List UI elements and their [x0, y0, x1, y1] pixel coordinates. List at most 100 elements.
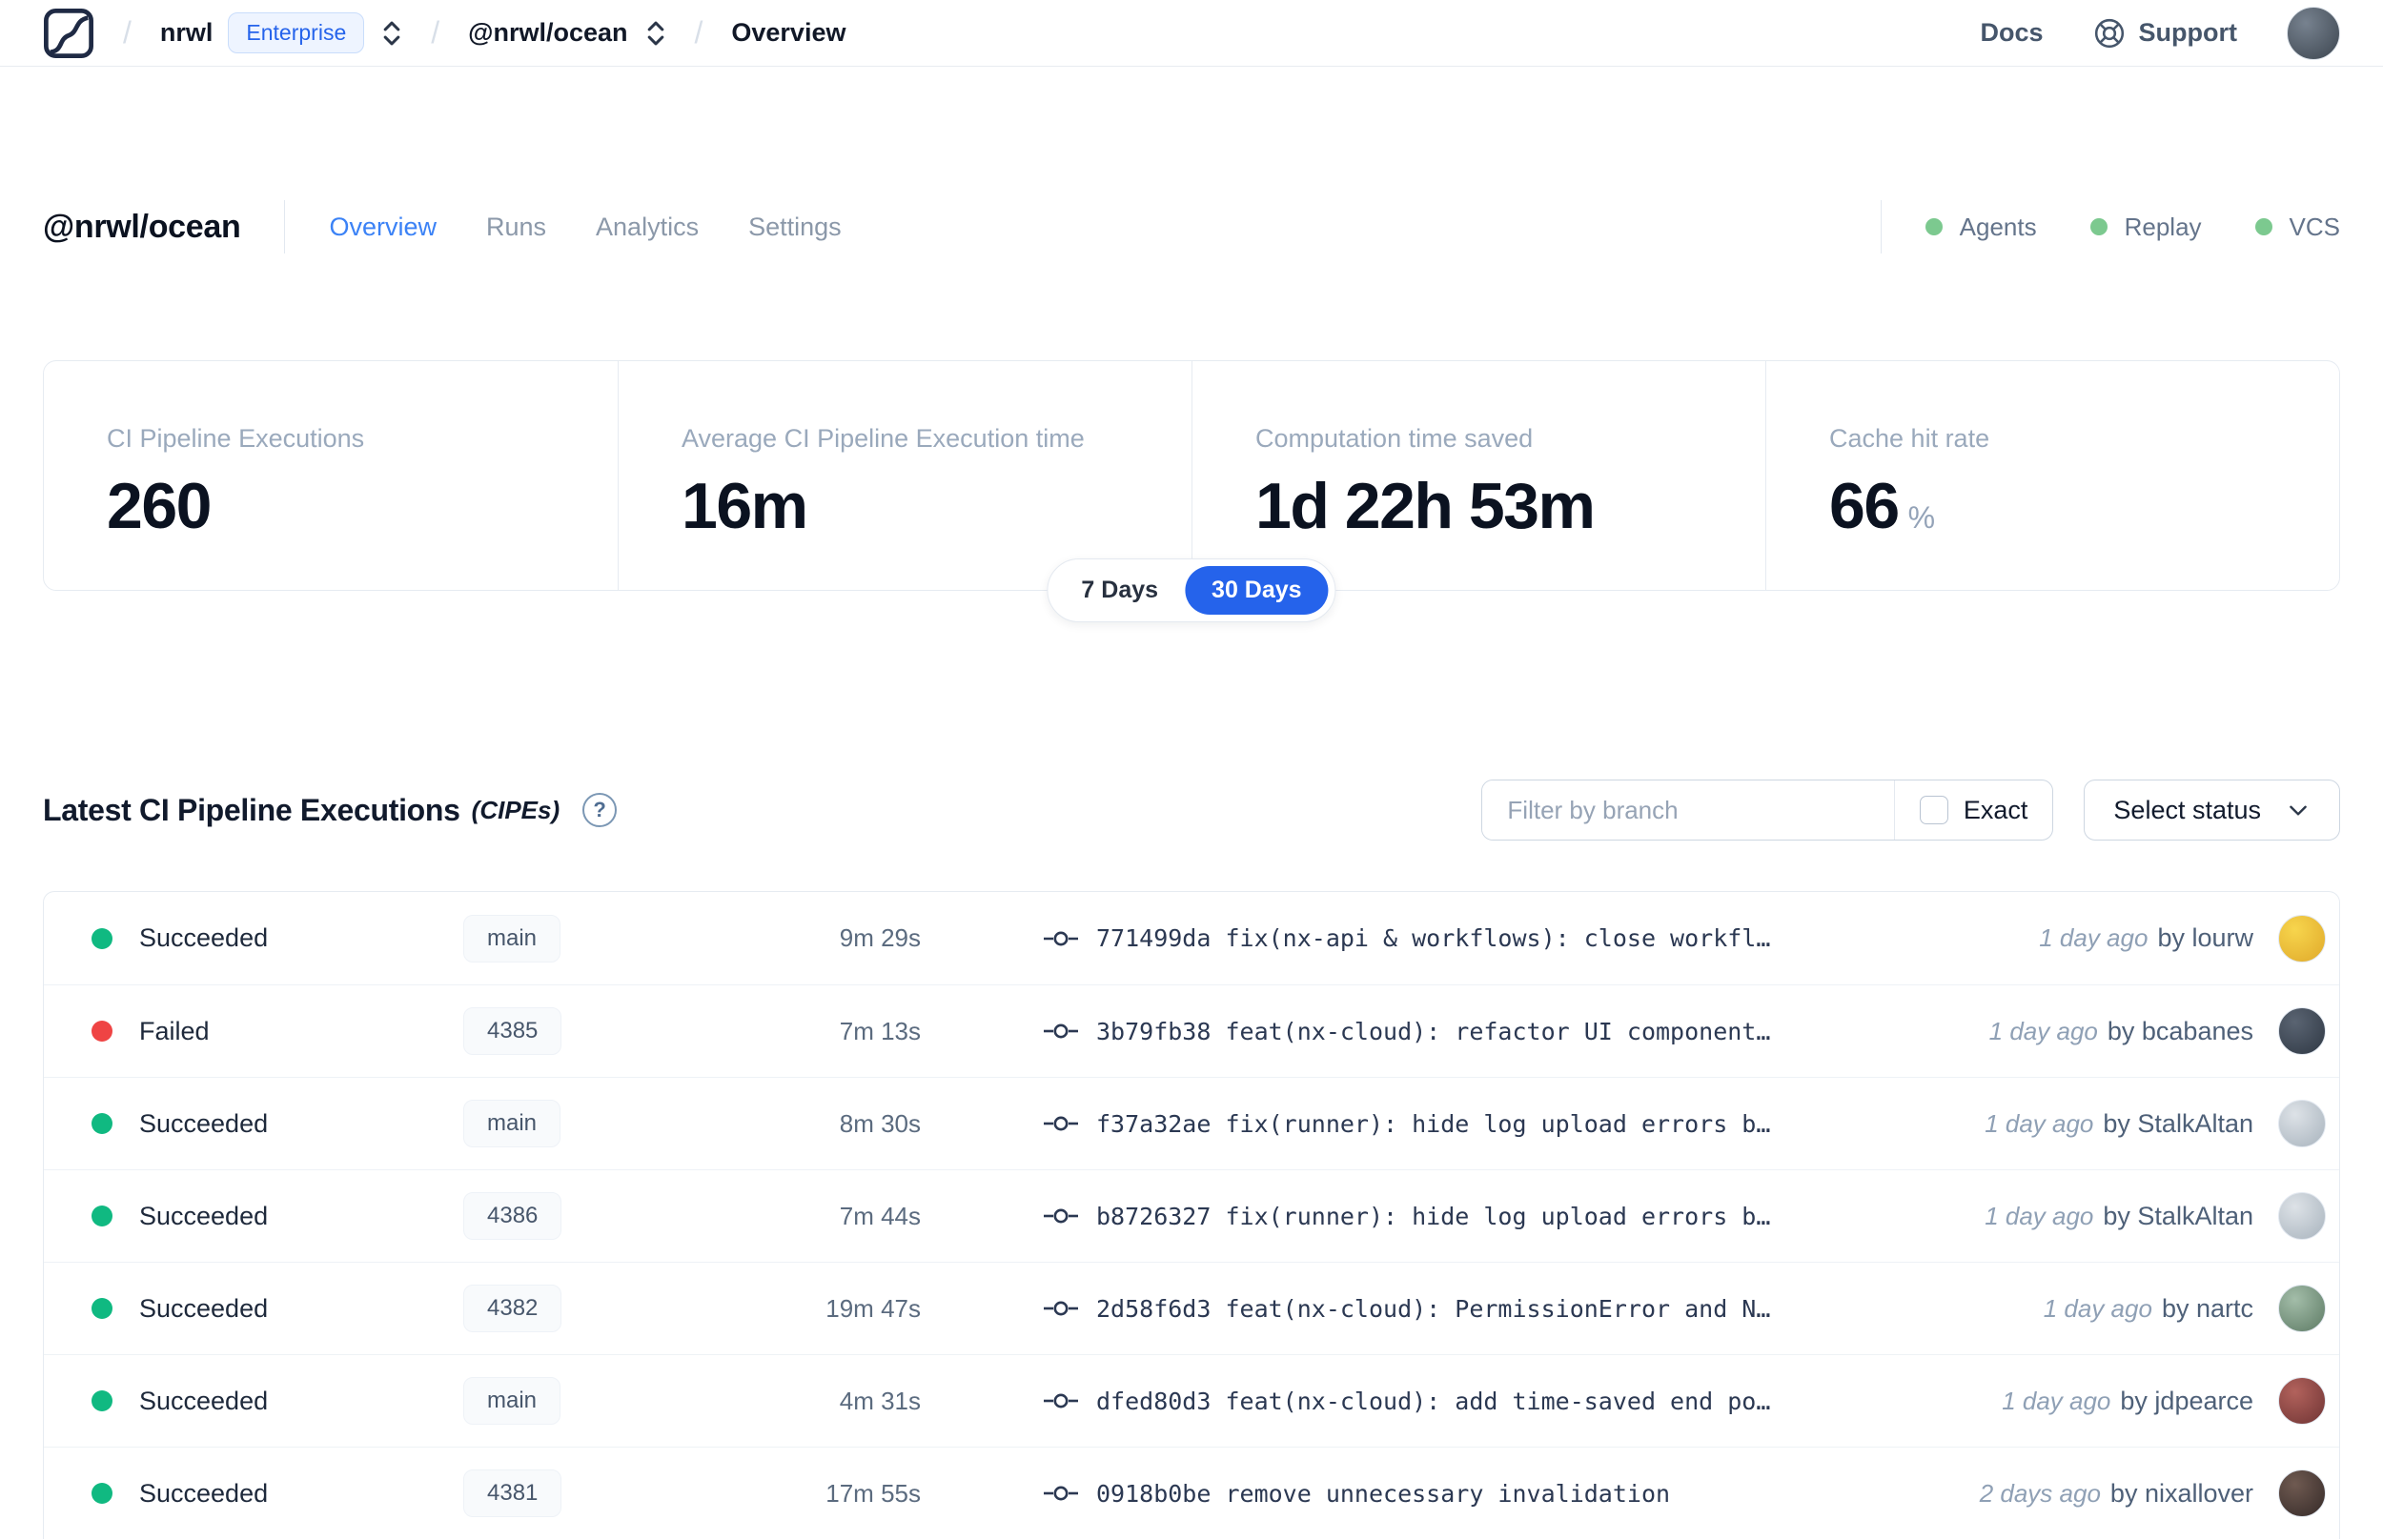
cipe-status-cell: Succeeded	[92, 1294, 463, 1324]
branch-filter-input[interactable]	[1482, 780, 1894, 840]
cipe-status-cell: Succeeded	[92, 1109, 463, 1139]
author-avatar	[2278, 1100, 2326, 1147]
chevron-down-icon	[2290, 805, 2307, 816]
author-avatar	[2278, 1192, 2326, 1240]
stat-unit: %	[1907, 500, 1936, 535]
commit-text: 0918b0be remove unnecessary invalidation	[1096, 1479, 1671, 1508]
stat-value-number: 16m	[682, 470, 808, 542]
author-avatar	[2278, 1285, 2326, 1332]
feature-indicator[interactable]: Agents	[1925, 213, 2037, 242]
feature-indicators: Agents Replay VCS	[1925, 213, 2340, 242]
author-avatar	[2278, 1007, 2326, 1055]
cipe-status-cell: Succeeded	[92, 1479, 463, 1509]
feature-indicator[interactable]: VCS	[2254, 213, 2340, 242]
support-label: Support	[2138, 18, 2237, 47]
status-label: Succeeded	[139, 923, 269, 952]
range-option[interactable]: 30 Days	[1185, 566, 1329, 615]
cipe-duration: 8m 30s	[839, 1108, 921, 1138]
stat-label: Average CI Pipeline Execution time	[682, 424, 1085, 453]
workspace-tab[interactable]: Overview	[329, 212, 437, 241]
divider	[1880, 200, 1882, 253]
feature-indicator[interactable]: Replay	[2089, 213, 2202, 242]
cipe-row[interactable]: Succeeded 4382 19m 47s 2d58f6d3 feat(nx-…	[44, 1262, 2339, 1354]
branch-badge: main	[463, 1377, 561, 1425]
git-commit-icon	[1044, 1393, 1078, 1408]
cipe-section-suffix: (CIPEs)	[471, 795, 560, 824]
workspace-switcher-chevrons-icon[interactable]	[645, 19, 666, 48]
user-avatar[interactable]	[2287, 6, 2340, 60]
git-commit-icon	[1044, 1023, 1078, 1039]
breadcrumb-page: Overview	[731, 18, 846, 47]
cipe-row[interactable]: Succeeded main 4m 31s dfed80d3 feat(nx-c…	[44, 1354, 2339, 1447]
cipe-status-cell: Succeeded	[92, 1202, 463, 1231]
breadcrumb-workspace[interactable]: @nrwl/ocean	[468, 18, 628, 47]
status-dot-icon	[92, 1390, 112, 1411]
status-label: Succeeded	[139, 1293, 269, 1323]
workspace-tab[interactable]: Settings	[748, 212, 842, 241]
commit-text: 2d58f6d3 feat(nx-cloud): PermissionError…	[1096, 1294, 1771, 1323]
cipe-duration: 19m 47s	[825, 1293, 921, 1323]
workspace-title: @nrwl/ocean	[43, 208, 241, 245]
author-avatar	[2278, 1469, 2326, 1517]
docs-link[interactable]: Docs	[1980, 18, 2044, 47]
workspace-tabs: Overview Runs Analytics Settings	[329, 213, 841, 242]
time-ago: 1 day ago	[1985, 1201, 2094, 1230]
breadcrumb-org[interactable]: nrwl	[159, 18, 214, 47]
nx-logo-icon[interactable]	[43, 8, 94, 59]
author: by nixallover	[2109, 1478, 2253, 1508]
cipe-branch-cell: main	[463, 1377, 711, 1425]
branch-badge: 4386	[463, 1192, 562, 1240]
exact-checkbox[interactable]	[1919, 796, 1948, 824]
stat-card: Average CI Pipeline Execution time 16m	[618, 361, 1192, 590]
stat-card: Cache hit rate 66%	[1765, 361, 2339, 590]
cipe-commit-cell: f37a32ae fix(runner): hide log upload er…	[1043, 1110, 1985, 1138]
cipe-status-cell: Succeeded	[92, 923, 463, 953]
cipe-branch-cell: 4382	[463, 1285, 711, 1332]
cipe-row[interactable]: Succeeded main 9m 29s 771499da fix(nx-ap…	[44, 892, 2339, 984]
cipe-row[interactable]: Failed 4385 7m 13s 3b79fb38 feat(nx-clou…	[44, 984, 2339, 1077]
status-dot-icon	[92, 1113, 112, 1134]
select-status-button[interactable]: Select status	[2084, 780, 2340, 841]
org-switcher-chevrons-icon[interactable]	[381, 19, 402, 48]
cipe-branch-cell: main	[463, 1100, 711, 1147]
cipe-duration: 17m 55s	[825, 1478, 921, 1508]
cipe-duration: 7m 44s	[839, 1201, 921, 1230]
cipe-meta-cell: 1 day ago by jdpearce	[2002, 1377, 2326, 1425]
cipe-meta-cell: 1 day ago by StalkAltan	[1985, 1100, 2326, 1147]
status-dot-icon	[92, 1298, 112, 1319]
workspace-tab[interactable]: Analytics	[596, 212, 700, 241]
help-icon[interactable]: ?	[582, 793, 618, 827]
cipe-commit-cell: 3b79fb38 feat(nx-cloud): refactor UI com…	[1043, 1018, 1989, 1045]
commit-text: f37a32ae fix(runner): hide log upload er…	[1096, 1109, 1771, 1138]
cipe-row[interactable]: Succeeded main 8m 30s f37a32ae fix(runne…	[44, 1077, 2339, 1169]
stat-card: Computation time saved 1d 22h 53m	[1192, 361, 1765, 590]
cipe-meta-cell: 1 day ago by StalkAltan	[1985, 1192, 2326, 1240]
cipe-row[interactable]: Succeeded 4386 7m 44s b8726327 fix(runne…	[44, 1169, 2339, 1262]
divider	[1893, 780, 1895, 840]
git-commit-icon	[1044, 1116, 1078, 1131]
time-ago: 1 day ago	[1985, 1108, 2094, 1138]
date-range-toggle: 7 Days 30 Days	[1047, 558, 1336, 622]
author: by jdpearce	[2120, 1386, 2253, 1415]
breadcrumb-separator: /	[431, 15, 440, 50]
cipe-commit-cell: dfed80d3 feat(nx-cloud): add time-saved …	[1043, 1388, 2002, 1415]
indicator-label: Agents	[1959, 212, 2037, 241]
author-avatar	[2278, 914, 2326, 962]
cipe-row[interactable]: Succeeded 4381 17m 55s 0918b0be remove u…	[44, 1447, 2339, 1539]
status-dot-icon	[92, 1021, 112, 1042]
author: by nartc	[2161, 1293, 2253, 1323]
enterprise-badge: Enterprise	[228, 12, 365, 53]
workspace-tab[interactable]: Runs	[486, 212, 547, 241]
commit-text: 771499da fix(nx-api & workflows): close …	[1096, 924, 1771, 952]
support-link[interactable]: Support	[2093, 17, 2237, 50]
git-commit-icon	[1044, 1486, 1078, 1501]
author-avatar	[2278, 1377, 2326, 1425]
cipe-table: Succeeded main 9m 29s 771499da fix(nx-ap…	[43, 891, 2340, 1539]
range-option[interactable]: 7 Days	[1081, 577, 1159, 603]
header-right: Agents Replay VCS	[1837, 200, 2340, 253]
author: by StalkAltan	[2103, 1108, 2253, 1138]
topbar-right: Docs Support	[1980, 6, 2340, 60]
status-label: Failed	[139, 1016, 210, 1045]
cipe-branch-cell: main	[463, 914, 711, 962]
stat-label: CI Pipeline Executions	[107, 424, 365, 453]
